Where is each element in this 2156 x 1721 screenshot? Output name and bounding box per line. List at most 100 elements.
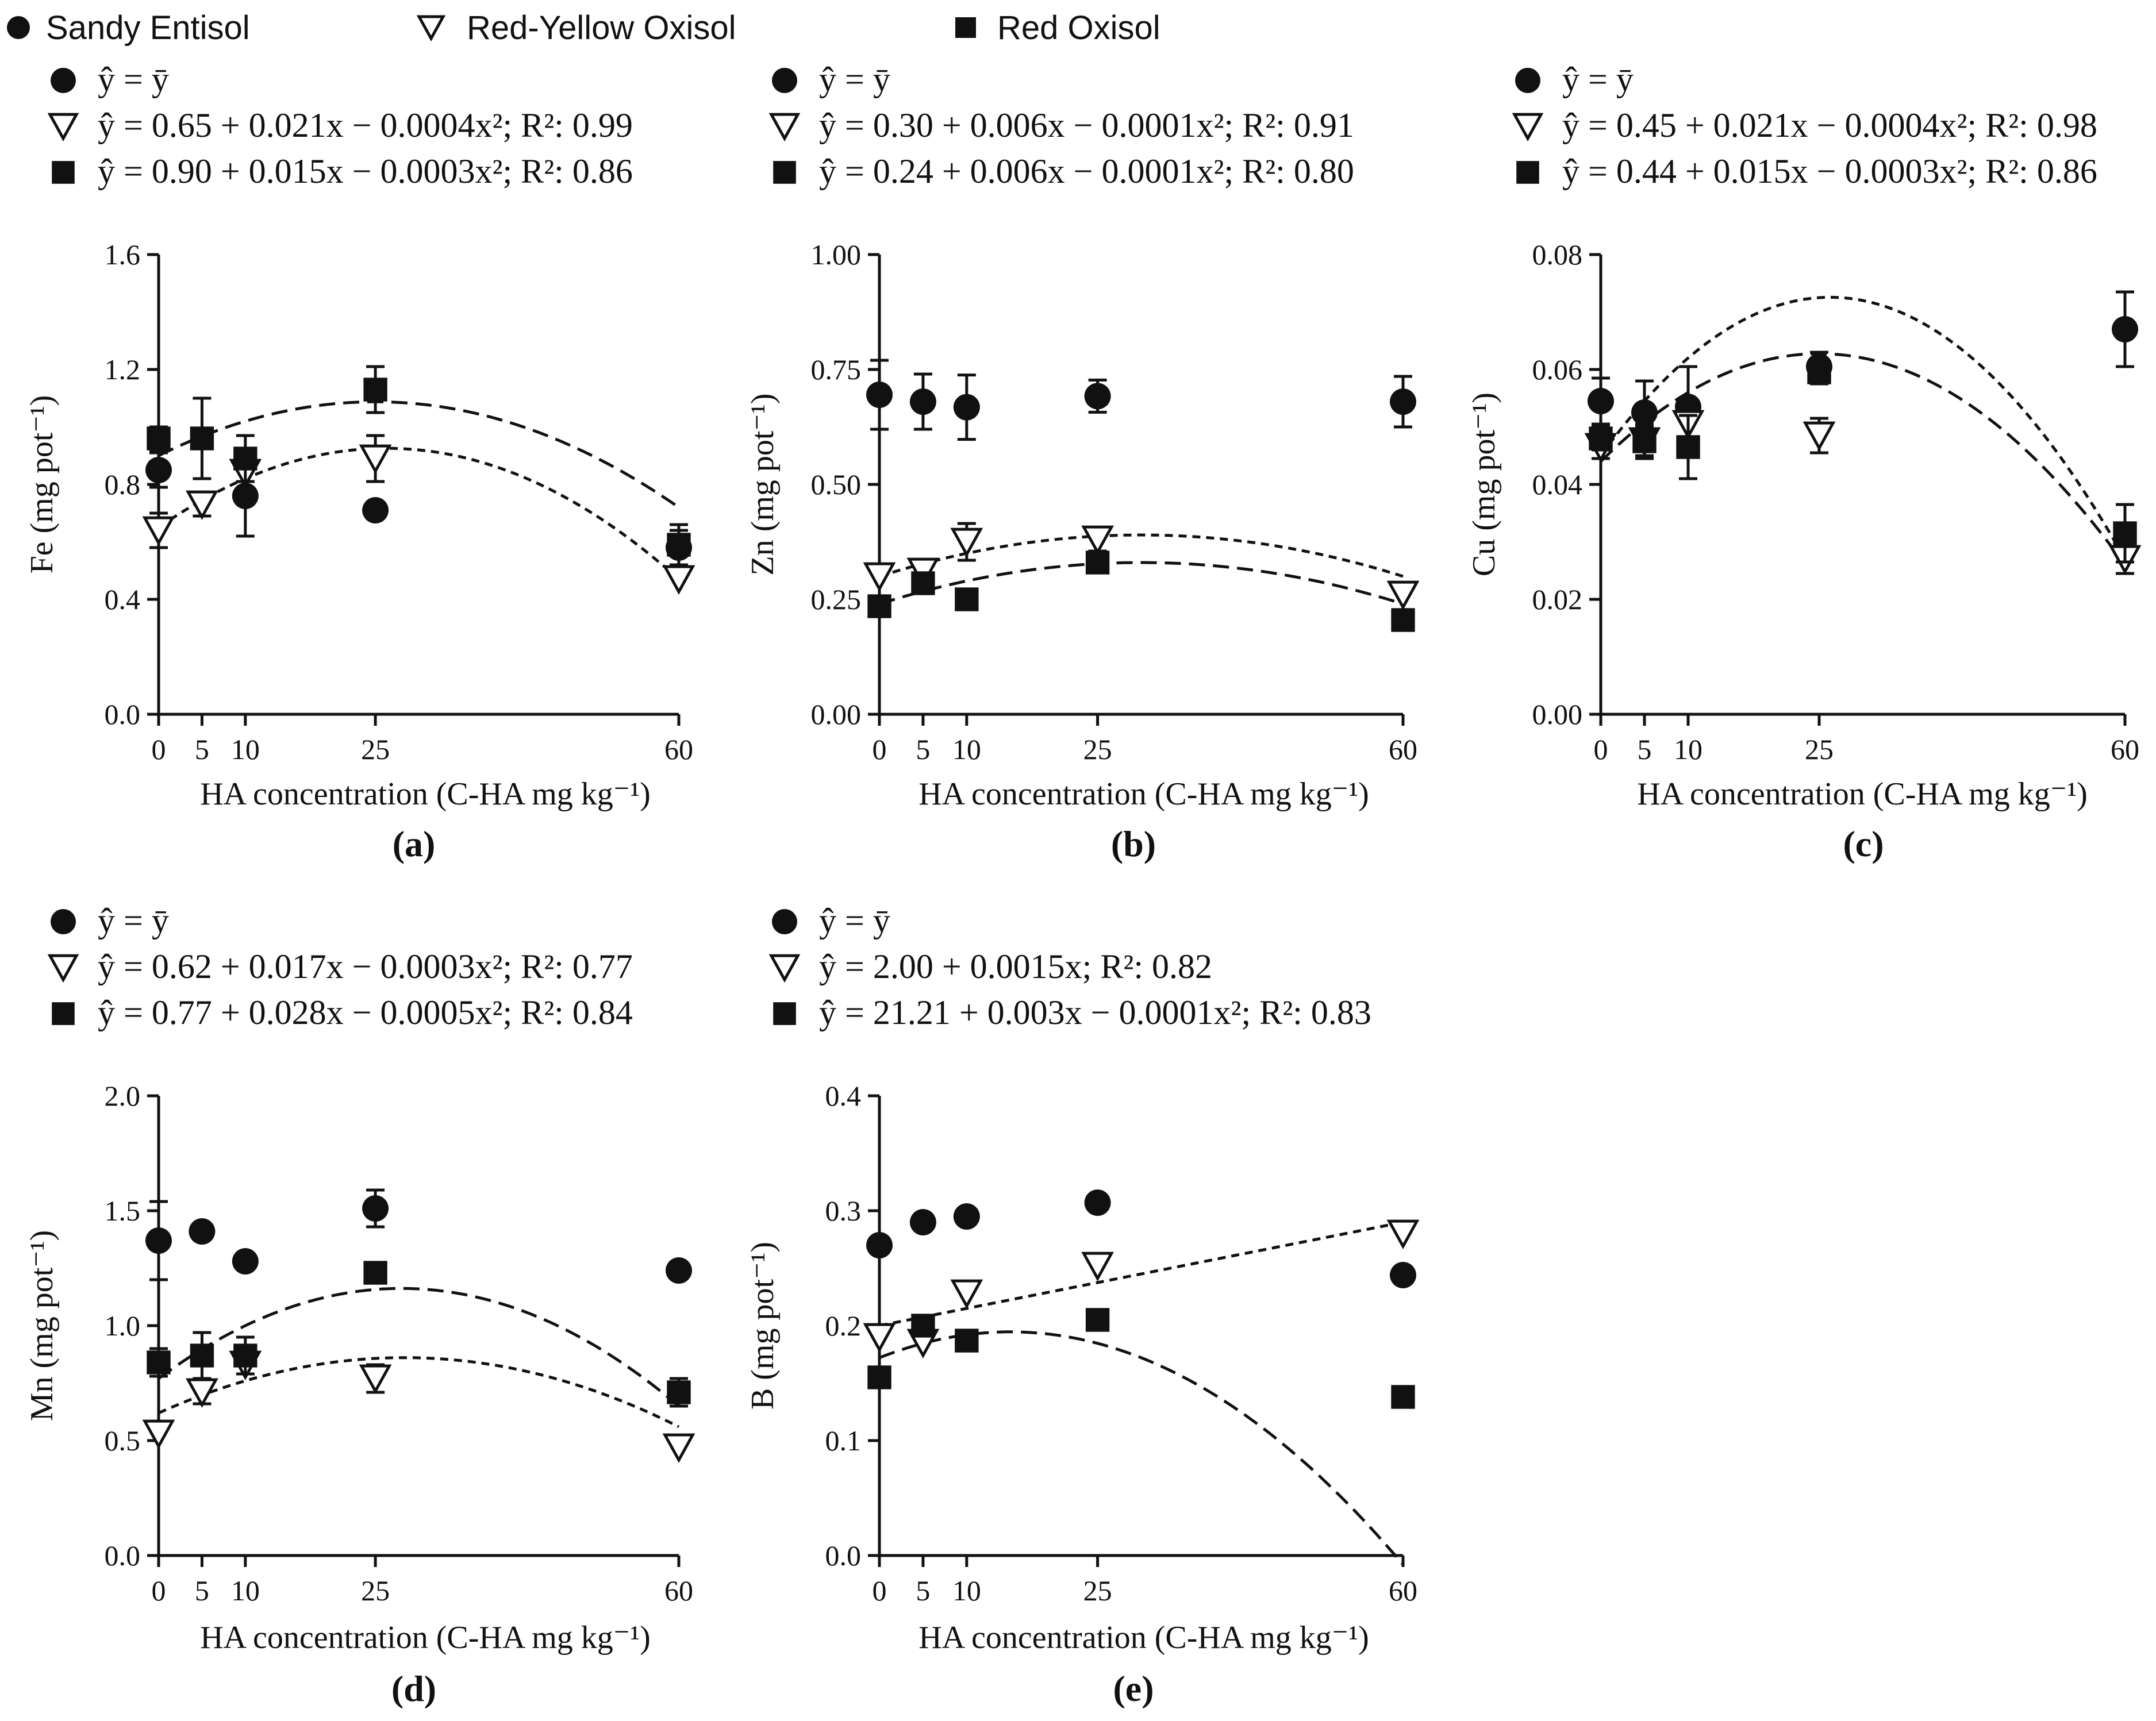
data-point-square — [1589, 426, 1613, 451]
data-point-triangle — [142, 516, 175, 546]
data-point-triangle — [662, 1433, 695, 1464]
x-tick-label: 25 — [1083, 1574, 1112, 1607]
y-tick-label: 0.75 — [811, 353, 862, 386]
data-point-circle — [2112, 316, 2138, 342]
equation-text: ŷ = ȳ — [98, 902, 169, 940]
y-axis-label: Fe (mg pot⁻¹) — [24, 395, 60, 574]
data-point-triangle — [359, 444, 392, 475]
y-tick-label: 0.0 — [825, 1539, 862, 1572]
triangle-equation-icon — [768, 954, 801, 983]
equation-row: ŷ = 0.24 + 0.006x − 0.0001x²; R²: 0.80 — [773, 152, 1354, 190]
data-point-square — [147, 426, 171, 451]
equation-row: ŷ = 21.21 + 0.003x − 0.0001x²; R²: 0.83 — [773, 994, 1371, 1031]
x-tick-label: 60 — [1389, 733, 1417, 765]
panel-label: (b) — [1111, 823, 1156, 864]
y-axis-label: Cu (mg pot⁻¹) — [1466, 392, 1502, 576]
series-red-oxisol — [867, 1308, 1415, 1409]
y-tick-label: 0.08 — [1532, 238, 1583, 271]
x-tick-label: 0 — [873, 1574, 887, 1607]
x-tick-label: 5 — [916, 733, 930, 765]
data-point-square — [1807, 360, 1831, 384]
panel-a: ŷ = ȳ ŷ = 0.65 + 0.021x − 0.0004x²; R²: 0… — [24, 60, 695, 864]
y-tick-label: 0.4 — [825, 1080, 862, 1112]
fit-curve-square — [1600, 352, 2127, 566]
series-sandy-entisol — [145, 1188, 692, 1284]
y-tick-label: 0.00 — [811, 698, 862, 730]
panel-b: ŷ = ȳ ŷ = 0.30 + 0.006x − 0.0001x²; R²: 0… — [745, 60, 1420, 864]
equation-row: ŷ = ȳ — [772, 60, 890, 98]
panel-d: ŷ = ȳ ŷ = 0.62 + 0.017x − 0.0003x²; R²: 0… — [24, 902, 695, 1709]
legend-item-red-oxisol: Red Oxisol — [955, 9, 1160, 47]
x-tick-label: 25 — [1805, 733, 1834, 765]
data-point-square — [1085, 1308, 1110, 1332]
triangle-equation-icon — [47, 954, 79, 983]
x-tick-label: 0 — [152, 1574, 166, 1607]
data-point-circle — [1390, 1262, 1416, 1288]
y-tick-label: 0.1 — [825, 1424, 862, 1457]
equation-text: ŷ = 0.44 + 0.015x − 0.0003x²; R²: 0.86 — [1562, 152, 2097, 190]
x-tick-label: 10 — [1674, 733, 1702, 765]
axes: 0.00 0.25 0.50 0.75 1.00 0 5 10 25 60 Zn (mg pot⁻¹… — [745, 238, 1417, 812]
circle-equation-icon — [51, 909, 76, 934]
panel-c: ŷ = ȳ ŷ = 0.45 + 0.021x − 0.0004x²; R²: 0… — [1466, 60, 2142, 864]
square-equation-icon — [773, 161, 796, 184]
data-point-triangle — [950, 1279, 983, 1310]
data-point-circle — [232, 1248, 259, 1275]
x-tick-label: 5 — [1638, 733, 1652, 765]
y-tick-label: 1.0 — [105, 1310, 141, 1342]
series-sandy-entisol — [1588, 290, 2138, 449]
series-red-oxisol — [867, 550, 1415, 632]
data-point-square — [233, 446, 258, 471]
legend-label: Sandy Entisol — [46, 9, 250, 47]
data-point-triangle — [662, 565, 695, 595]
data-point-square — [955, 1329, 979, 1353]
square-equation-icon — [52, 1002, 75, 1025]
y-axis-label: Mn (mg pot⁻¹) — [24, 1230, 60, 1422]
y-axis-label: B (mg pot⁻¹) — [745, 1242, 781, 1410]
y-tick-label: 0.8 — [105, 468, 141, 500]
data-point-circle — [666, 1257, 692, 1284]
data-point-circle — [1588, 388, 1614, 414]
y-axis-label: Zn (mg pot⁻¹) — [745, 394, 781, 576]
legend-item-red-yellow-oxisol: Red-Yellow Oxisol — [416, 9, 736, 47]
panel-label: (d) — [391, 1668, 436, 1709]
data-point-square — [667, 1380, 691, 1404]
series-red-oxisol — [1589, 359, 2137, 564]
y-tick-label: 0.5 — [105, 1424, 141, 1457]
data-point-square — [867, 594, 891, 618]
data-point-square — [233, 1343, 258, 1368]
square-equation-icon — [1516, 161, 1539, 184]
y-tick-label: 0.0 — [105, 698, 141, 730]
data-point-circle — [1390, 388, 1416, 415]
equation-text: ŷ = 21.21 + 0.003x − 0.0001x²; R²: 0.83 — [819, 994, 1371, 1031]
equation-text: ŷ = ȳ — [819, 60, 890, 98]
triangle-equation-icon — [768, 113, 801, 142]
fit-curve-square — [879, 1330, 1404, 1566]
data-point-square — [667, 533, 691, 557]
y-tick-label: 0.06 — [1532, 353, 1583, 386]
equation-text: ŷ = 0.45 + 0.021x − 0.0004x²; R²: 0.98 — [1562, 106, 2097, 144]
data-point-circle — [866, 1232, 893, 1258]
series-red-yellow-oxisol — [1584, 410, 2142, 575]
y-tick-label: 1.2 — [105, 353, 141, 386]
data-point-circle — [145, 457, 172, 483]
data-point-circle — [362, 497, 389, 523]
triangle-legend-icon — [416, 15, 446, 42]
data-point-triangle — [1081, 525, 1114, 556]
data-point-circle — [362, 1195, 389, 1222]
x-tick-label: 60 — [664, 733, 693, 765]
data-point-circle — [145, 1227, 172, 1254]
data-point-triangle — [950, 528, 983, 558]
series-sandy-entisol — [866, 359, 1416, 441]
data-point-square — [1391, 608, 1415, 632]
circle-equation-icon — [51, 68, 76, 93]
equation-row: ŷ = 0.30 + 0.006x − 0.0001x²; R²: 0.91 — [768, 106, 1354, 144]
fit-curve-square — [879, 561, 1404, 606]
panels: ŷ = ȳ ŷ = 0.65 + 0.021x − 0.0004x²; R²: 0… — [24, 60, 2142, 1709]
panel-label: (a) — [393, 823, 436, 864]
x-tick-label: 0 — [152, 733, 166, 765]
data-point-square — [1632, 429, 1657, 453]
axes: 0.00 0.02 0.04 0.06 0.08 0 5 10 25 60 Cu (mg pot⁻¹… — [1466, 238, 2139, 812]
equation-text: ŷ = 0.30 + 0.006x − 0.0001x²; R²: 0.91 — [819, 106, 1354, 144]
axes: 0.0 0.5 1.0 1.5 2.0 0 5 10 25 60 Mn (mg pot⁻¹) HA c… — [24, 1080, 693, 1655]
